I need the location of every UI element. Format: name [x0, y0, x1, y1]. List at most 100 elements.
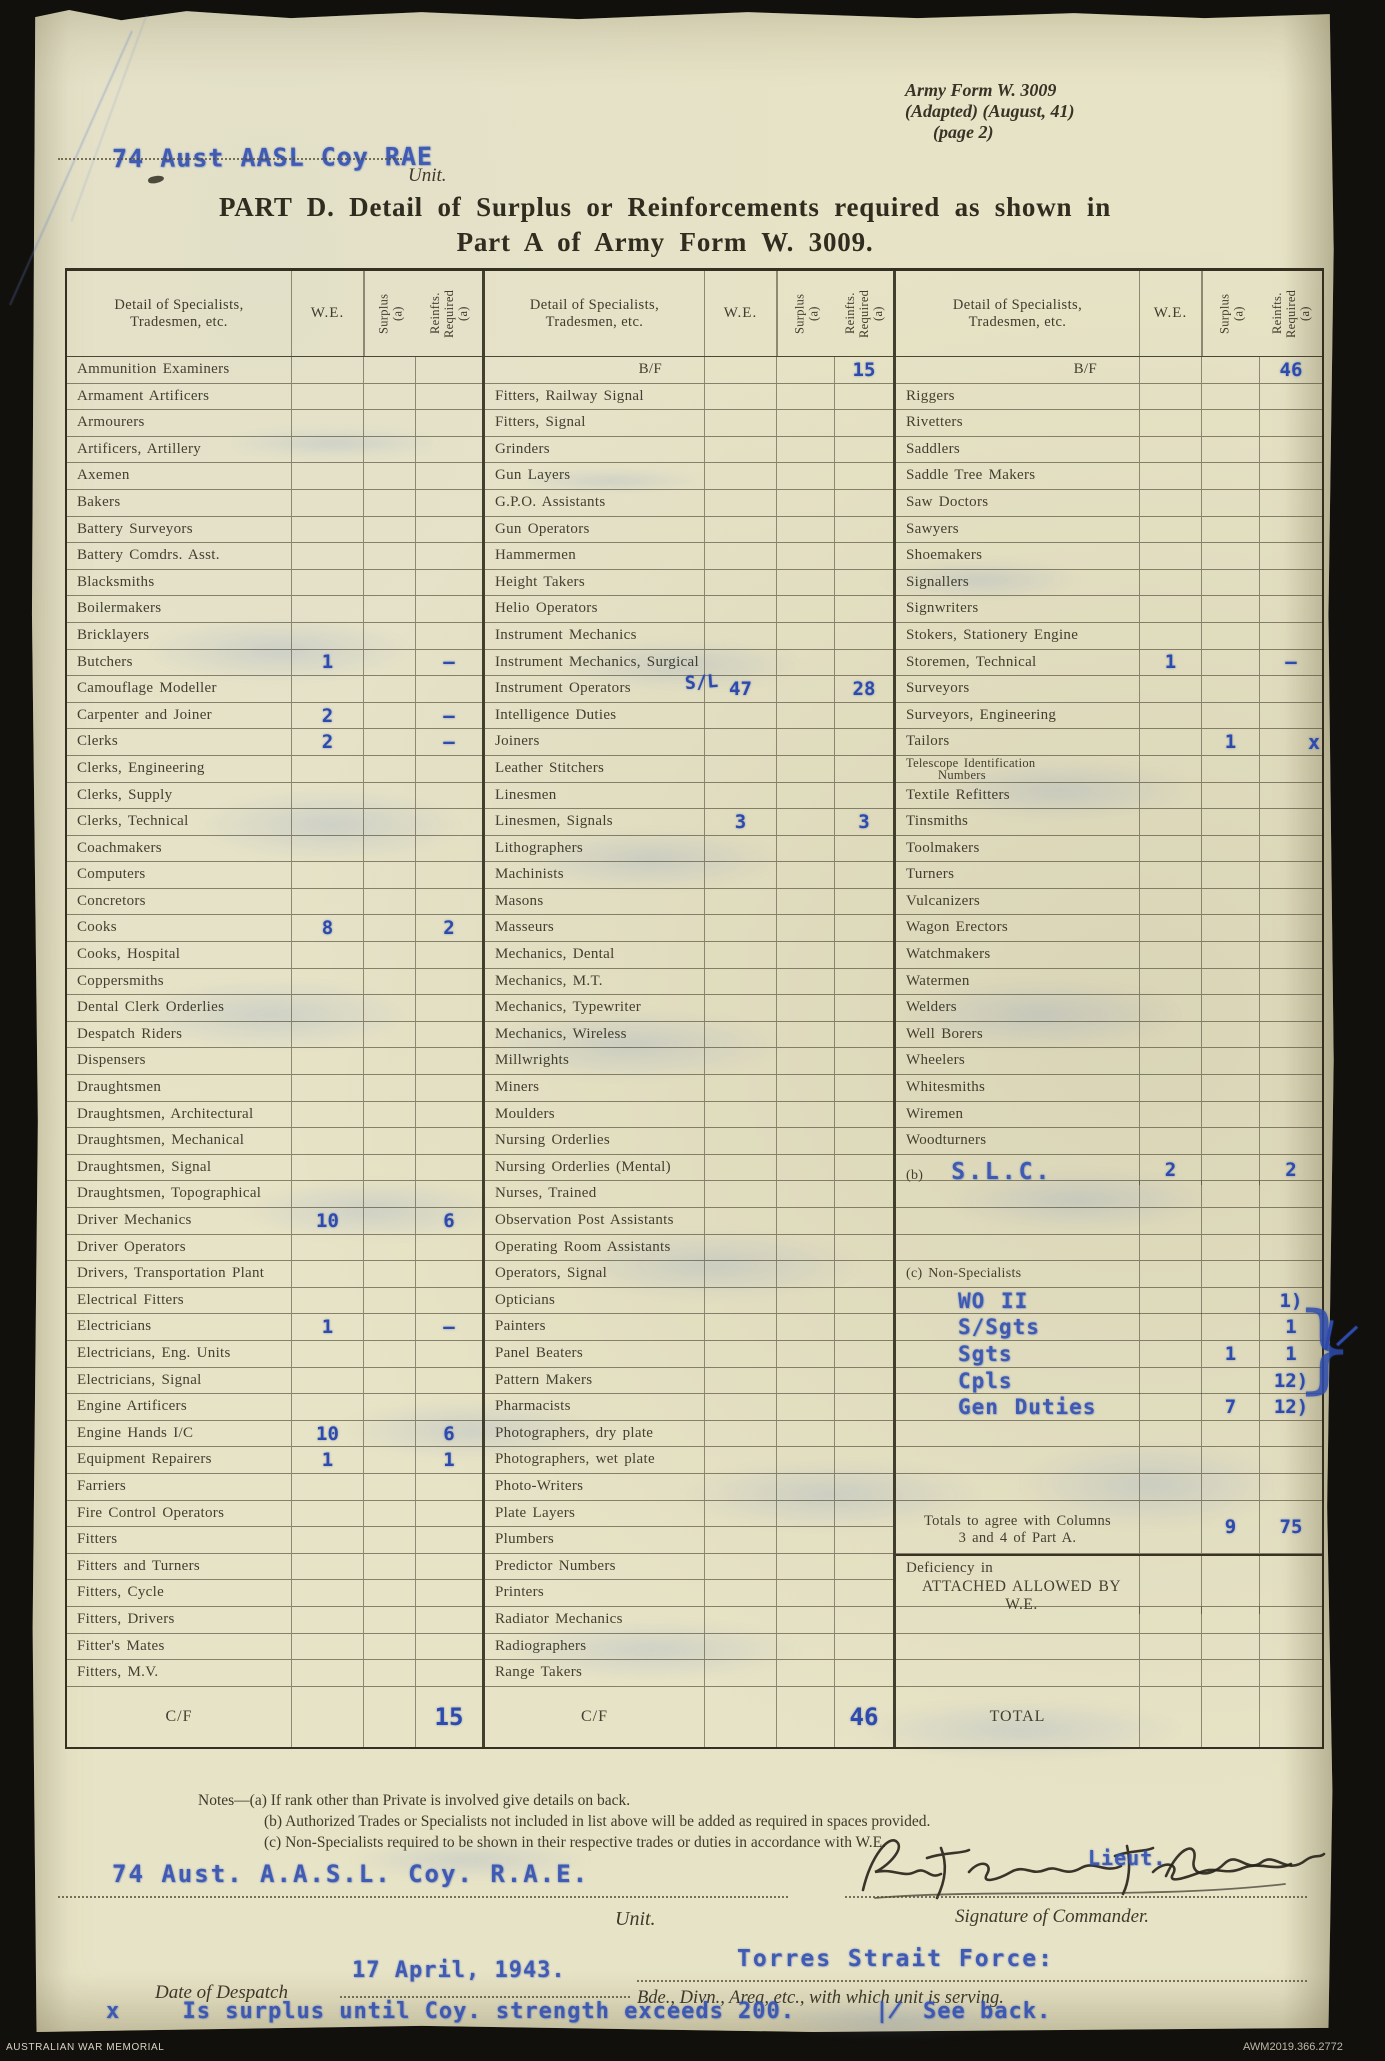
header-detail: Detail of Specialists, Tradesmen, etc. [485, 271, 705, 356]
reinfts-cell [416, 1660, 482, 1686]
table-row: Fitters, Drivers [67, 1606, 482, 1634]
unit-label: Unit. [408, 165, 447, 186]
surplus-cell [1202, 1075, 1260, 1101]
surplus-cell [1202, 1473, 1260, 1500]
trades-table: Detail of Specialists, Tradesmen, etc. W.… [65, 268, 1324, 1749]
surplus-cell [1202, 1128, 1260, 1154]
tailors-margin-mark: x [1308, 730, 1321, 754]
surplus-cell [777, 968, 835, 995]
trade-cell: Instrument Operators S/L [485, 671, 719, 702]
trade-cell: Printers [485, 1580, 705, 1606]
bde-line [637, 1980, 1307, 1982]
we-cell [1140, 1048, 1202, 1075]
table-row: Whitesmiths [896, 1075, 1322, 1102]
reinfts-cell [416, 676, 482, 702]
we-cell [292, 1048, 364, 1075]
surplus-cell [777, 1181, 835, 1207]
trade-cell: B/F [896, 357, 1140, 383]
trade-cell: Fitter's Mates [67, 1633, 292, 1660]
trade-cell: Nursing Orderlies (Mental) [485, 1154, 705, 1181]
trade-cell: Mechanics, Typewriter [485, 995, 705, 1021]
table-row: (b) S.L.C. 2 2 [896, 1154, 1322, 1185]
we-cell [1140, 888, 1202, 915]
trade-cell: Driver Mechanics [67, 1208, 292, 1234]
reinfts-cell [1260, 410, 1322, 436]
reinfts-cell [835, 995, 893, 1021]
surplus-cell [1202, 596, 1260, 622]
trade-cell: Axemen [67, 463, 292, 489]
we-cell: 10 [292, 1208, 364, 1234]
surplus-cell [777, 942, 835, 968]
trade-cell [896, 1208, 1140, 1234]
trade-cell: Armament Artificers [67, 383, 292, 410]
trade-cell: Plate Layers [485, 1500, 705, 1527]
surplus-cell [364, 1101, 416, 1128]
unit-label-footer: Unit. [615, 1908, 656, 1930]
we-cell [705, 1261, 777, 1287]
we-cell [1140, 1340, 1202, 1367]
table-header-row: Detail of Specialists, Tradesmen, etc. W.… [485, 271, 893, 357]
we-cell [292, 1075, 364, 1101]
reinfts-cell [1260, 543, 1322, 569]
header-surplus: Surplus (a) [777, 271, 835, 356]
trade-cell: Armourers [67, 410, 292, 436]
trade-cell: Telescope Identification Numbers [896, 755, 1140, 782]
we-cell [705, 436, 777, 463]
table-row: Battery Surveyors [67, 516, 482, 544]
table-row: Saddlers [896, 436, 1322, 464]
surplus-cell [777, 782, 835, 809]
rank-tick-mark: ∤ [1316, 1314, 1360, 1357]
we-cell [705, 915, 777, 942]
surplus-cell [364, 1473, 416, 1500]
trade-cell: Photo-Writers [485, 1473, 705, 1500]
surplus-cell [777, 835, 835, 862]
surplus-cell [777, 1686, 835, 1747]
trade-cell: Turners [896, 862, 1140, 888]
surplus-cell [777, 1394, 835, 1420]
surplus-cell [777, 357, 835, 383]
reinfts-cell [1260, 969, 1322, 995]
trade-cell: Equipment Repairers [67, 1447, 292, 1473]
we-cell [705, 649, 777, 676]
reinfts-cell [416, 862, 482, 888]
table-row: Electricians 1 – [67, 1314, 482, 1341]
trade-cell [896, 1473, 1140, 1500]
we-cell: 47 [705, 676, 777, 702]
trade-cell: Watermen [896, 968, 1140, 995]
table-section: Detail of Specialists, Tradesmen, etc. W.… [893, 271, 1322, 1747]
surplus-cell [364, 383, 416, 410]
we-cell: 1 [292, 649, 364, 676]
we-cell [705, 516, 777, 543]
surplus-cell [364, 1686, 416, 1747]
reinfts-cell [1260, 517, 1322, 543]
we-cell [1140, 410, 1202, 436]
signature-line [845, 1896, 1307, 1898]
footer-value: 15 [434, 1702, 464, 1731]
trade-cell: Cpls [896, 1367, 1140, 1394]
we-cell [705, 1234, 777, 1261]
reinfts-cell [416, 437, 482, 463]
we-cell [705, 1660, 777, 1686]
table-row: Blacksmiths [67, 569, 482, 597]
table-row: Mechanics, Dental [485, 942, 893, 969]
trade-cell: Mechanics, Dental [485, 942, 705, 968]
reinfts-cell [835, 1474, 893, 1500]
trade-cell: Despatch Riders [67, 1021, 292, 1048]
reinfts-cell: 1 [1260, 1341, 1322, 1367]
we-value: 1 [321, 651, 334, 674]
reinfts-cell [835, 889, 893, 915]
we-cell [292, 1261, 364, 1287]
surplus-cell [1202, 489, 1260, 516]
rank-stamp: Sgts [958, 1341, 1013, 1366]
surplus-cell [1202, 1660, 1260, 1686]
table-row: Pharmacists [485, 1394, 893, 1421]
trade-cell: Radiator Mechanics [485, 1606, 705, 1633]
table-row: Wiremen [896, 1101, 1322, 1129]
reinfts-value: 15 [852, 358, 876, 381]
trade-cell: Dispensers [67, 1048, 292, 1075]
we-cell [1140, 702, 1202, 729]
table-row: Coachmakers [67, 835, 482, 863]
table-row: Wheelers [896, 1048, 1322, 1076]
trade-cell: Blacksmiths [67, 569, 292, 596]
reinfts-cell [835, 1181, 893, 1207]
